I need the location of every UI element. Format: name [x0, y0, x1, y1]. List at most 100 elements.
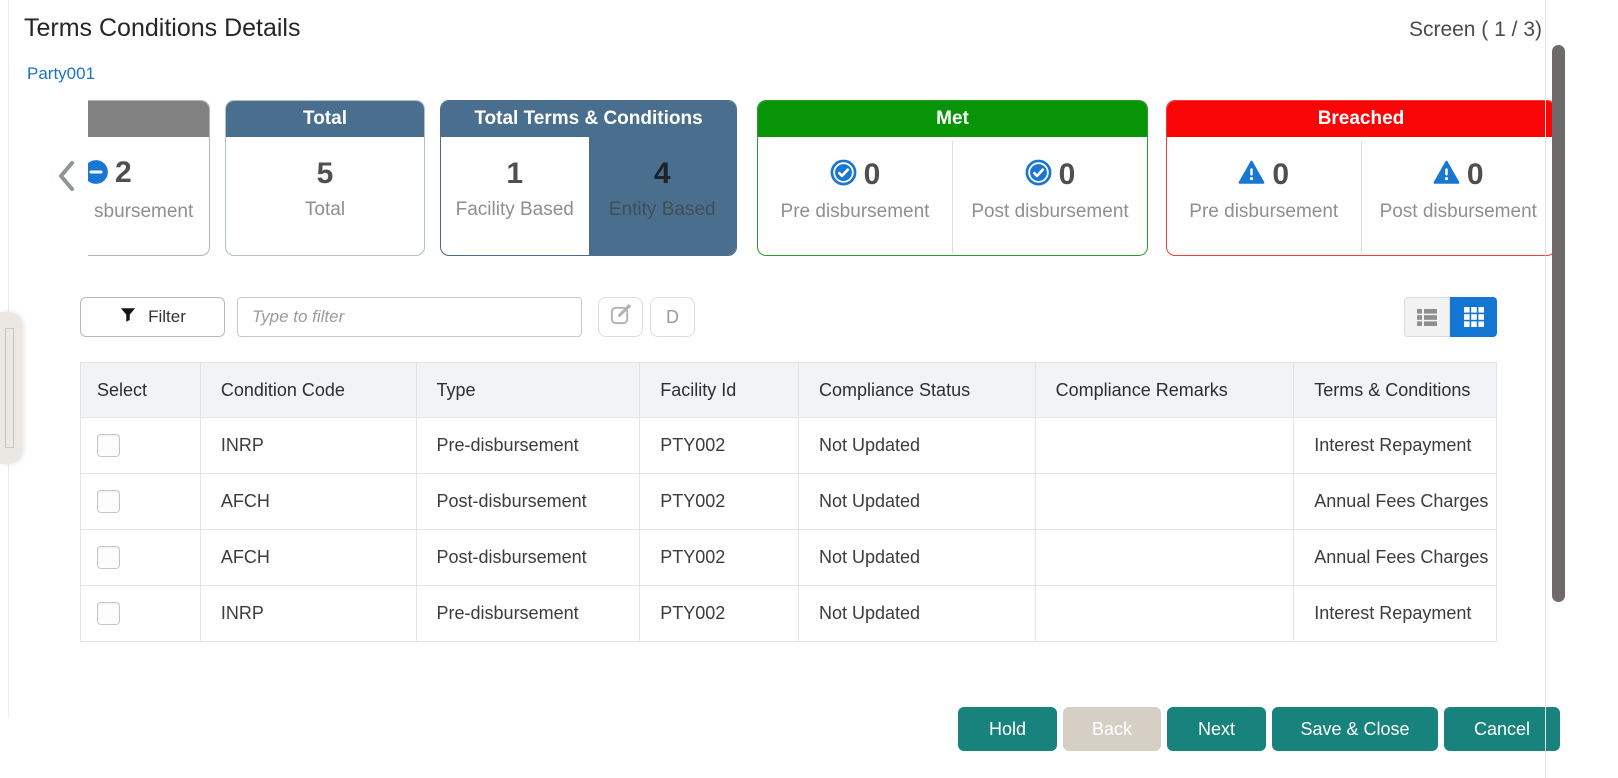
page-title: Terms Conditions Details — [24, 14, 301, 42]
minus-circle-icon — [88, 159, 109, 190]
facility-based-label: Facility Based — [455, 199, 574, 220]
met-post-value: 0 — [1058, 158, 1076, 191]
chevron-left-icon[interactable] — [53, 158, 81, 194]
cell-compliance-status: Not Updated — [799, 530, 1036, 586]
cell-type: Post-disbursement — [416, 530, 641, 586]
breached-pre-value: 0 — [1272, 158, 1290, 191]
party-link[interactable]: Party001 — [27, 64, 96, 83]
grid-view-icon[interactable] — [1450, 297, 1497, 337]
filter-input[interactable] — [237, 297, 582, 337]
stat-card-clipped-viewport: 2 sbursement — [88, 100, 210, 256]
vertical-scrollbar[interactable] — [1552, 45, 1565, 602]
column-header-terms-conditions: Terms & Conditions — [1294, 363, 1496, 418]
cell-compliance-remarks — [1035, 418, 1295, 474]
cell-facility-id: PTY002 — [640, 418, 799, 474]
table-row: AFCH Post-disbursement PTY002 Not Update… — [81, 474, 1496, 530]
cell-facility-id: PTY002 — [640, 586, 799, 642]
cell-compliance-status: Not Updated — [799, 418, 1036, 474]
cell-facility-id: PTY002 — [640, 530, 799, 586]
stat-value: 2 — [115, 156, 132, 189]
cell-compliance-remarks — [1035, 586, 1295, 642]
stat-label: sbursement — [94, 201, 194, 222]
cell-terms: Annual Fees Charges — [1294, 474, 1496, 530]
stat-card-breached: Breached 0 Pre disbursement 0 — [1166, 100, 1556, 256]
table-header-row: Select Condition Code Type Facility Id C… — [81, 363, 1496, 418]
save-and-close-button[interactable]: Save & Close — [1272, 707, 1438, 751]
cell-terms: Interest Repayment — [1294, 418, 1496, 474]
cell-compliance-remarks — [1035, 474, 1295, 530]
entity-based-stat: 4 Entity Based — [588, 137, 736, 255]
row-checkbox[interactable] — [97, 490, 120, 513]
column-header-compliance-status: Compliance Status — [799, 363, 1036, 418]
cell-terms: Annual Fees Charges — [1294, 530, 1496, 586]
met-pre-label: Pre disbursement — [780, 201, 930, 222]
stat-card-met: Met 0 Pre disbursement 0 — [757, 100, 1148, 256]
met-pre-value: 0 — [863, 158, 881, 191]
row-checkbox[interactable] — [97, 546, 120, 569]
list-view-icon[interactable] — [1404, 297, 1450, 337]
cell-type: Pre-disbursement — [416, 418, 641, 474]
d-button[interactable]: D — [650, 297, 695, 337]
row-checkbox[interactable] — [97, 434, 120, 457]
cell-facility-id: PTY002 — [640, 474, 799, 530]
screen-indicator: Screen ( 1 / 3) — [1408, 18, 1542, 41]
entity-based-value: 4 — [653, 157, 671, 190]
stat-card-clipped-header — [88, 101, 209, 137]
conditions-table: Select Condition Code Type Facility Id C… — [80, 362, 1497, 642]
total-label: Total — [304, 199, 346, 220]
facility-based-stat: 1 Facility Based — [441, 137, 589, 255]
stat-card-met-title: Met — [758, 101, 1147, 137]
column-header-facility-id: Facility Id — [640, 363, 799, 418]
table-row: INRP Pre-disbursement PTY002 Not Updated… — [81, 586, 1496, 642]
footer-actions: Hold Back Next Save & Close Cancel — [958, 707, 1560, 751]
breached-post-value: 0 — [1466, 158, 1484, 191]
met-post-label: Post disbursement — [971, 201, 1129, 222]
filter-button-label: Filter — [148, 307, 186, 326]
check-circle-icon — [830, 159, 857, 191]
cell-compliance-status: Not Updated — [799, 586, 1036, 642]
breached-pre-stat: 0 Pre disbursement — [1167, 137, 1361, 255]
left-drawer-handle[interactable] — [0, 312, 22, 464]
cell-condition-code: INRP — [200, 586, 417, 642]
met-post-stat: 0 Post disbursement — [953, 137, 1147, 255]
stat-card-breached-title: Breached — [1167, 101, 1555, 137]
breached-post-stat: 0 Post disbursement — [1362, 137, 1556, 255]
stat-card-total: Total 5 Total — [225, 100, 425, 256]
stat-card-terms-title: Total Terms & Conditions — [441, 101, 736, 137]
cell-terms: Interest Repayment — [1294, 586, 1496, 642]
entity-based-label: Entity Based — [608, 199, 716, 220]
cell-type: Pre-disbursement — [416, 586, 641, 642]
drawer-handle-groove — [5, 328, 14, 448]
stat-card-total-title: Total — [226, 101, 424, 137]
cancel-button[interactable]: Cancel — [1444, 707, 1560, 751]
table-row: INRP Pre-disbursement PTY002 Not Updated… — [81, 418, 1496, 474]
column-header-type: Type — [416, 363, 641, 418]
met-pre-stat: 0 Pre disbursement — [758, 137, 952, 255]
table-row: AFCH Post-disbursement PTY002 Not Update… — [81, 530, 1496, 586]
column-header-condition-code: Condition Code — [200, 363, 417, 418]
cell-condition-code: INRP — [200, 418, 417, 474]
next-button[interactable]: Next — [1167, 707, 1266, 751]
right-border-line — [1545, 0, 1546, 778]
total-value: 5 — [316, 157, 334, 190]
column-header-compliance-remarks: Compliance Remarks — [1035, 363, 1295, 418]
view-toggle — [1404, 297, 1497, 337]
hold-button[interactable]: Hold — [958, 707, 1057, 751]
d-button-label: D — [666, 306, 679, 327]
filter-button[interactable]: Filter — [80, 297, 225, 337]
cell-compliance-status: Not Updated — [799, 474, 1036, 530]
warning-triangle-icon — [1433, 159, 1460, 191]
stat-card-clipped: 2 sbursement — [88, 100, 210, 256]
facility-based-value: 1 — [506, 157, 524, 190]
column-header-select: Select — [81, 363, 201, 418]
warning-triangle-icon — [1238, 159, 1265, 191]
edit-button[interactable] — [598, 297, 643, 337]
stat-card-terms-conditions: Total Terms & Conditions 1 Facility Base… — [440, 100, 737, 256]
edit-icon — [609, 303, 632, 331]
back-button[interactable]: Back — [1063, 707, 1161, 751]
cell-condition-code: AFCH — [200, 530, 417, 586]
breached-post-label: Post disbursement — [1379, 201, 1537, 222]
row-checkbox[interactable] — [97, 602, 120, 625]
cell-compliance-remarks — [1035, 530, 1295, 586]
